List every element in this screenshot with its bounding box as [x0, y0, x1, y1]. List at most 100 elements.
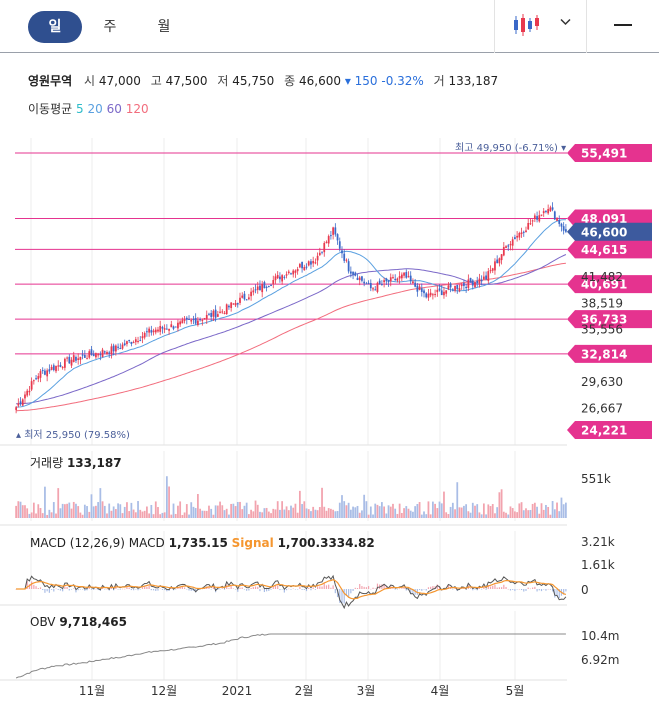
volume-bar — [70, 508, 73, 518]
volume-bar — [429, 514, 432, 518]
candle-body — [236, 303, 239, 305]
macd-histogram-bar — [401, 588, 403, 589]
candle-body — [527, 223, 530, 230]
tab-weekly[interactable]: 주 — [103, 19, 117, 35]
macd-histogram-bar — [436, 584, 438, 589]
high-label: 고 — [150, 74, 162, 88]
candle-body — [63, 358, 66, 368]
candle-body — [99, 354, 102, 356]
candle-body — [252, 290, 255, 293]
macd-histogram-bar — [350, 589, 352, 594]
candle-body — [538, 215, 541, 222]
macd-histogram-bar — [501, 587, 503, 589]
candle-body — [489, 270, 492, 272]
macd-panel-label: MACD (12,26,9) MACD 1,735.15 Signal 1,70… — [30, 536, 375, 550]
candle-body — [261, 284, 264, 293]
candle-body — [465, 287, 468, 289]
volume-bar — [239, 501, 241, 518]
volume-bar — [232, 503, 235, 518]
macd-histogram-bar — [199, 589, 201, 590]
tab-daily[interactable]: 일 — [28, 11, 82, 43]
candle-body — [81, 354, 84, 356]
candle-body — [525, 230, 527, 233]
candle-body — [243, 293, 246, 300]
candle-body — [106, 352, 108, 355]
volume-bar — [63, 504, 66, 518]
chevron-down-icon[interactable] — [560, 16, 571, 29]
volume-bar — [447, 514, 450, 518]
volume-bar — [92, 506, 95, 518]
volume-bar — [416, 503, 419, 518]
volume-bar — [225, 508, 228, 518]
candle-body — [123, 343, 126, 346]
macd-histogram-bar — [430, 586, 432, 589]
volume-bar — [458, 507, 461, 518]
candle-body — [547, 209, 550, 214]
macd-histogram-bar — [365, 587, 367, 589]
macd-histogram-bar — [148, 585, 150, 589]
macd-histogram-bar — [157, 589, 159, 591]
volume-bar — [540, 503, 543, 518]
candle-body — [181, 320, 184, 324]
signal-line — [16, 579, 567, 600]
volume-bar — [290, 505, 292, 518]
macd-histogram-bar — [115, 586, 117, 589]
macd-histogram-bar — [303, 589, 305, 590]
volume-bar — [474, 505, 476, 518]
volume-bar — [106, 513, 108, 518]
volume-bar — [387, 505, 390, 518]
low-label: 저 — [217, 74, 229, 88]
volume-bar — [256, 504, 259, 518]
volume-bar — [134, 512, 137, 518]
macd-histogram-bar — [505, 586, 507, 589]
volume-bar — [505, 512, 507, 518]
volume-bar — [520, 502, 523, 518]
candle-body — [148, 328, 151, 333]
macd-histogram-bar — [310, 589, 312, 591]
candle-body — [447, 285, 450, 290]
volume-bar — [361, 510, 363, 518]
candle-body — [37, 376, 40, 380]
volume-bar — [343, 501, 346, 518]
volume-bar — [352, 506, 354, 518]
candle-body — [361, 276, 363, 281]
candle-body — [28, 390, 31, 393]
candle-body — [210, 312, 213, 317]
volume-bar — [270, 513, 272, 518]
volume-bar — [81, 514, 84, 518]
candle-body — [298, 264, 301, 268]
candle-body — [414, 282, 417, 287]
volume-bar — [272, 508, 275, 518]
tab-monthly[interactable]: 월 — [157, 19, 171, 35]
menu-icon[interactable] — [614, 24, 632, 26]
macd-histogram-bar — [328, 584, 330, 589]
candle-body — [92, 354, 95, 357]
candle-body — [287, 271, 290, 274]
volume-bar — [516, 512, 519, 518]
macd-histogram-bar — [383, 584, 385, 589]
macd-histogram-bar — [538, 589, 540, 591]
candlestick-icon[interactable] — [512, 12, 540, 38]
macd-histogram-bar — [241, 587, 243, 589]
candle-body — [307, 261, 310, 266]
stock-name: 영원무역 — [28, 74, 73, 88]
volume-bar — [228, 514, 230, 518]
candle-body — [17, 403, 20, 406]
macd-histogram-bar — [489, 586, 492, 589]
candle-body — [518, 233, 521, 238]
volume-bar — [292, 507, 295, 518]
candle-body — [456, 284, 459, 290]
candle-body — [542, 211, 545, 214]
candle-body — [392, 277, 394, 279]
volume-bar — [491, 504, 494, 518]
candle-body — [83, 354, 86, 358]
price-level-tag — [567, 240, 652, 259]
volume-bar — [460, 507, 463, 518]
macd-histogram-bar — [432, 586, 434, 589]
candle-body — [365, 283, 368, 285]
candle-body — [101, 349, 104, 357]
volume-bar — [403, 508, 405, 518]
macd-histogram-bar — [146, 586, 148, 589]
volume-bar — [152, 514, 155, 518]
volume-bar — [194, 508, 197, 518]
